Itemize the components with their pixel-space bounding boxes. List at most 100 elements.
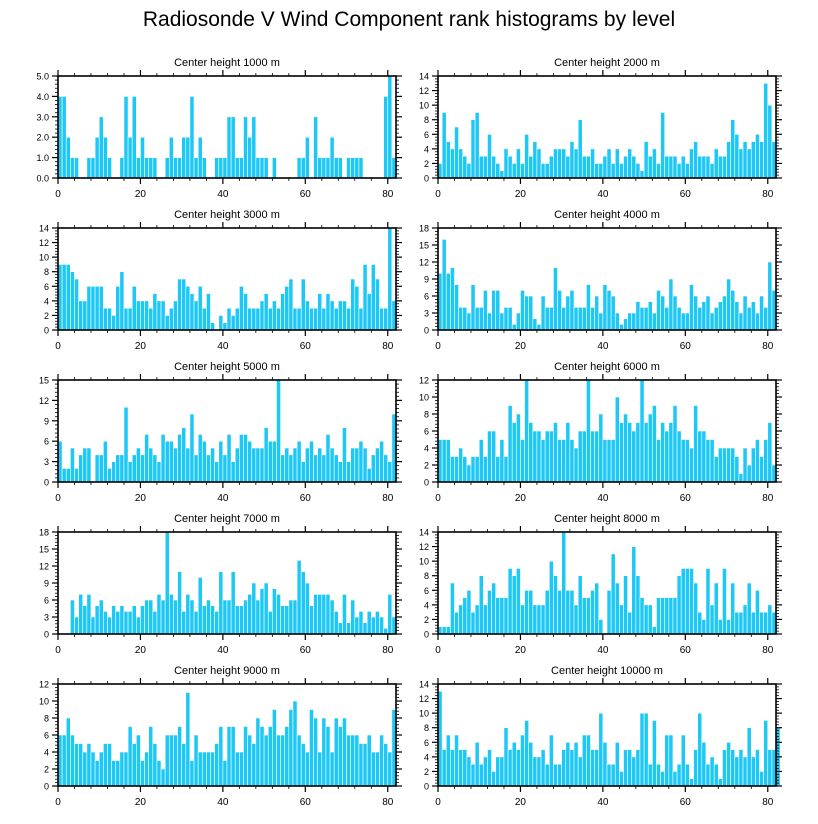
- bar: [759, 141, 764, 179]
- bar: [742, 604, 748, 635]
- y-tick-label: 12: [39, 396, 49, 406]
- bar: [569, 589, 575, 635]
- bar: [614, 148, 620, 179]
- bar: [251, 582, 257, 635]
- bar: [272, 440, 277, 483]
- bar: [577, 119, 583, 179]
- bar: [581, 734, 587, 787]
- bar: [742, 447, 748, 483]
- bar: [98, 116, 104, 179]
- y-tick-label: 0: [44, 326, 49, 336]
- x-tick-label: 40: [217, 797, 229, 808]
- bar: [214, 157, 220, 179]
- bar: [70, 734, 75, 787]
- bar: [354, 616, 360, 635]
- bar: [131, 743, 137, 787]
- bar: [544, 430, 550, 483]
- bar: [387, 461, 393, 483]
- bar: [263, 293, 269, 331]
- bar: [86, 285, 92, 331]
- bar: [520, 290, 525, 331]
- plot-frame: [437, 531, 777, 635]
- bar: [103, 611, 108, 635]
- bar: [759, 771, 764, 787]
- bar: [251, 447, 257, 483]
- bar: [598, 413, 604, 483]
- bar: [503, 456, 509, 483]
- bar: [573, 741, 579, 787]
- y-tick-label: 6: [424, 738, 429, 748]
- bar: [548, 155, 554, 179]
- bar: [763, 307, 769, 331]
- bar: [144, 157, 149, 179]
- bar: [107, 743, 112, 787]
- y-tick-label: 2: [424, 767, 429, 777]
- bar: [713, 582, 719, 635]
- bar: [230, 315, 236, 331]
- bar: [528, 741, 534, 787]
- bar: [123, 96, 129, 179]
- bar: [263, 427, 269, 483]
- y-tick-label: 4.0: [36, 92, 49, 102]
- bar: [346, 734, 351, 787]
- bar: [259, 726, 265, 787]
- bar: [548, 430, 554, 483]
- bar: [342, 717, 347, 787]
- bar: [540, 163, 546, 179]
- y-tick-label: 0: [44, 630, 49, 640]
- bar: [478, 307, 484, 331]
- bar: [387, 751, 393, 787]
- bar: [325, 434, 331, 483]
- bar: [532, 756, 538, 787]
- panel-title: Center height 1000 m: [174, 57, 280, 69]
- bar: [94, 136, 100, 179]
- bar: [693, 295, 698, 331]
- bar: [586, 597, 591, 635]
- bar: [164, 734, 170, 787]
- bar: [123, 406, 129, 483]
- bar: [173, 447, 178, 483]
- bar: [111, 461, 117, 483]
- bar: [462, 155, 468, 179]
- bar: [495, 290, 501, 331]
- bar: [483, 290, 488, 331]
- bar: [581, 307, 587, 331]
- bar: [656, 763, 661, 787]
- x-tick-label: 60: [300, 645, 312, 656]
- bar: [697, 611, 703, 635]
- bar: [544, 763, 550, 787]
- bar: [590, 148, 595, 179]
- bar: [532, 430, 538, 483]
- bar: [734, 301, 740, 331]
- bar: [210, 322, 215, 331]
- bar: [594, 430, 600, 483]
- bar: [742, 295, 748, 331]
- bar: [763, 439, 769, 483]
- bar: [383, 628, 389, 635]
- bar: [462, 749, 468, 787]
- bar: [272, 300, 277, 331]
- bar: [222, 454, 228, 483]
- bar: [643, 141, 649, 179]
- y-tick-label: 4: [424, 444, 429, 454]
- bar: [358, 743, 364, 787]
- bar: [230, 116, 236, 179]
- bar: [738, 473, 744, 483]
- bar: [234, 751, 240, 787]
- bar: [375, 611, 380, 635]
- bar: [144, 434, 149, 483]
- bar: [639, 307, 645, 331]
- panel-title: Center height 2000 m: [554, 57, 660, 69]
- bar: [561, 307, 567, 331]
- bar: [98, 751, 104, 787]
- bar: [458, 148, 464, 179]
- bar: [709, 439, 715, 483]
- x-tick-label: 80: [762, 493, 774, 504]
- bar: [540, 604, 546, 635]
- bar: [280, 605, 286, 635]
- bar: [540, 439, 546, 483]
- bar: [164, 315, 170, 331]
- bar: [243, 599, 248, 635]
- x-tick-label: 80: [382, 189, 394, 200]
- bar: [516, 749, 521, 787]
